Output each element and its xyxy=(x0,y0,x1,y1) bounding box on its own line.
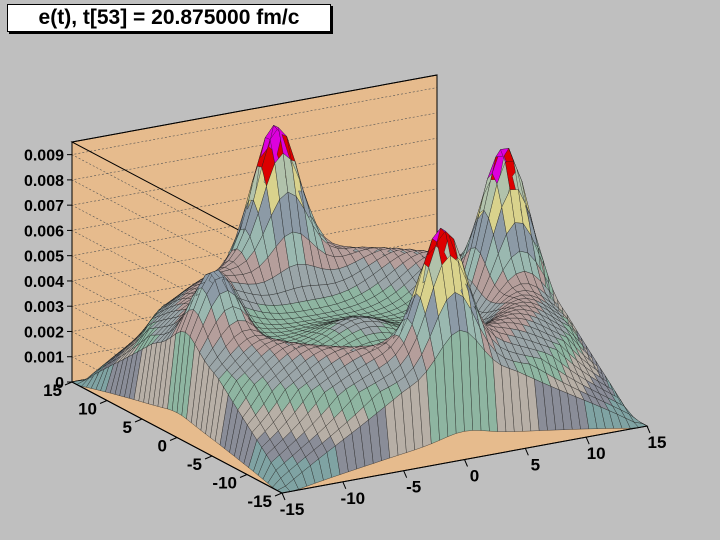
y-tick xyxy=(274,492,283,497)
z-tick-label: 0.007 xyxy=(24,198,64,215)
x-tick xyxy=(403,470,408,478)
y-tick-label: -5 xyxy=(187,455,202,474)
y-tick-label: 15 xyxy=(43,381,62,400)
z-tick-label: 0.001 xyxy=(24,350,64,367)
x-tick xyxy=(281,492,286,501)
y-tick xyxy=(64,381,73,386)
z-tick-label: 0 xyxy=(55,375,64,392)
x-tick-label: 5 xyxy=(531,455,540,474)
plot-title: e(t), t[53] = 20.875000 fm/c xyxy=(7,4,331,32)
y-tick xyxy=(204,455,213,460)
x-tick xyxy=(524,448,529,456)
y-tick xyxy=(169,437,178,441)
z-tick-label: 0.009 xyxy=(24,148,64,165)
y-tick xyxy=(99,400,108,404)
y-tick-label: -15 xyxy=(247,492,272,511)
x-tick-label: -10 xyxy=(341,489,366,508)
y-tick-label: 5 xyxy=(123,418,132,437)
x-tick-label: 10 xyxy=(587,444,606,463)
y-tick-label: 0 xyxy=(158,437,167,456)
x-tick-label: -15 xyxy=(280,500,305,519)
z-tick-label: 0.003 xyxy=(24,299,64,316)
y-tick-label: -10 xyxy=(212,474,237,493)
z-tick-label: 0.005 xyxy=(24,249,64,266)
z-tick-label: 0.006 xyxy=(24,223,64,240)
x-tick-label: 0 xyxy=(470,467,479,486)
x-tick xyxy=(646,425,651,434)
box-edge xyxy=(70,74,438,315)
x-tick-label: -5 xyxy=(406,478,421,497)
x-tick xyxy=(342,481,347,490)
x-tick-label: 15 xyxy=(648,433,667,452)
surface-mesh xyxy=(71,124,648,494)
y-tick-label: 10 xyxy=(78,400,97,419)
x-tick xyxy=(464,459,468,467)
z-tick-label: 0.004 xyxy=(24,274,64,291)
y-tick xyxy=(134,418,143,423)
z-tick-label: 0.008 xyxy=(24,173,64,190)
z-tick-label: 0.002 xyxy=(24,324,64,341)
x-tick xyxy=(585,436,590,445)
y-tick xyxy=(239,474,248,478)
